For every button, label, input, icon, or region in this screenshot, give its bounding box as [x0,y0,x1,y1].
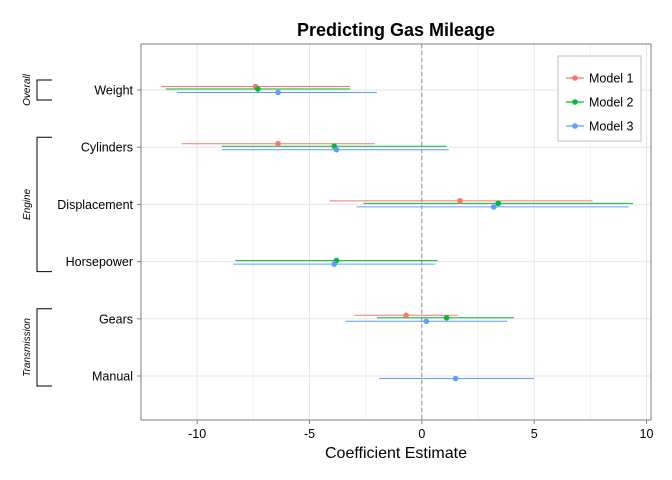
y-tick-label: Displacement [57,198,133,212]
data-point [275,89,281,96]
y-tick-label: Manual [92,370,133,384]
y-tick-label: Cylinders [81,141,133,155]
legend-key-point [572,75,578,81]
data-point [255,86,261,92]
data-point [490,204,497,210]
legend-label: Model 1 [589,72,634,86]
x-tick-label: 0 [418,427,425,441]
data-point [452,375,459,382]
legend-key-point [572,123,578,129]
group-bracket [36,136,52,273]
y-axis: Weight Cylinders Displacement Horsepower Gea… [57,84,141,384]
data-point [457,198,463,204]
legend: Model 1 Model 2 Model 3 [557,55,642,142]
group-bracket [36,308,52,387]
y-tick-label: Gears [99,312,133,326]
legend-box [557,55,642,142]
data-point [495,200,502,207]
legend-label: Model 2 [589,96,634,110]
plot-panel-border [140,43,652,421]
group-bracket [36,79,52,101]
x-tick-label: -10 [188,427,206,441]
x-tick-label: 5 [531,427,538,441]
data-point [331,261,338,267]
y-tick-label: Weight [94,84,133,98]
group-label: Overall [22,73,33,105]
legend-key-point [572,99,578,105]
x-tick-label: -5 [304,427,315,441]
data-point [443,315,450,321]
data-point [275,140,281,147]
chart-title: Predicting Gas Mileage [297,20,495,40]
x-axis-title: Coefficient Estimate [325,445,467,462]
category-groups: Overall Engine Transmission [22,73,52,387]
legend-label: Model 3 [589,120,634,134]
x-tick-label: 10 [640,427,654,441]
data-point [333,146,340,153]
group-label: Transmission [22,318,33,377]
data-point [423,318,430,325]
y-tick-label: Horsepower [66,255,133,269]
data-point [403,312,409,319]
group-label: Engine [22,188,33,220]
points [252,83,502,382]
x-axis: -10 -5 0 5 10 [188,420,654,441]
